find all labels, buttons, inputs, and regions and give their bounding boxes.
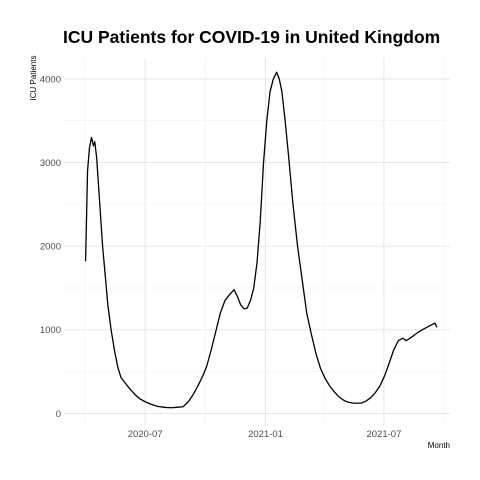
- x-tick-label: 2021-07: [366, 429, 401, 440]
- y-tick-label: 0: [56, 409, 61, 420]
- x-tick-label: 2021-01: [248, 429, 283, 440]
- y-axis-label: ICU Patients: [29, 56, 38, 101]
- y-axis-ticks: 0 1000 2000 3000 4000: [40, 74, 61, 420]
- x-tick-label: 2020-07: [128, 429, 163, 440]
- y-tick-label: 3000: [40, 158, 61, 169]
- y-tick-label: 1000: [40, 325, 61, 336]
- series-line: [84, 71, 438, 409]
- x-axis-ticks: 2020-07 2021-01 2021-07: [128, 429, 402, 440]
- y-tick-label: 2000: [40, 242, 61, 253]
- y-tick-label: 4000: [40, 74, 61, 85]
- chart-grid: [64, 58, 450, 426]
- chart-title: ICU Patients for COVID-19 in United King…: [63, 27, 440, 47]
- x-axis-label: Month: [428, 441, 450, 450]
